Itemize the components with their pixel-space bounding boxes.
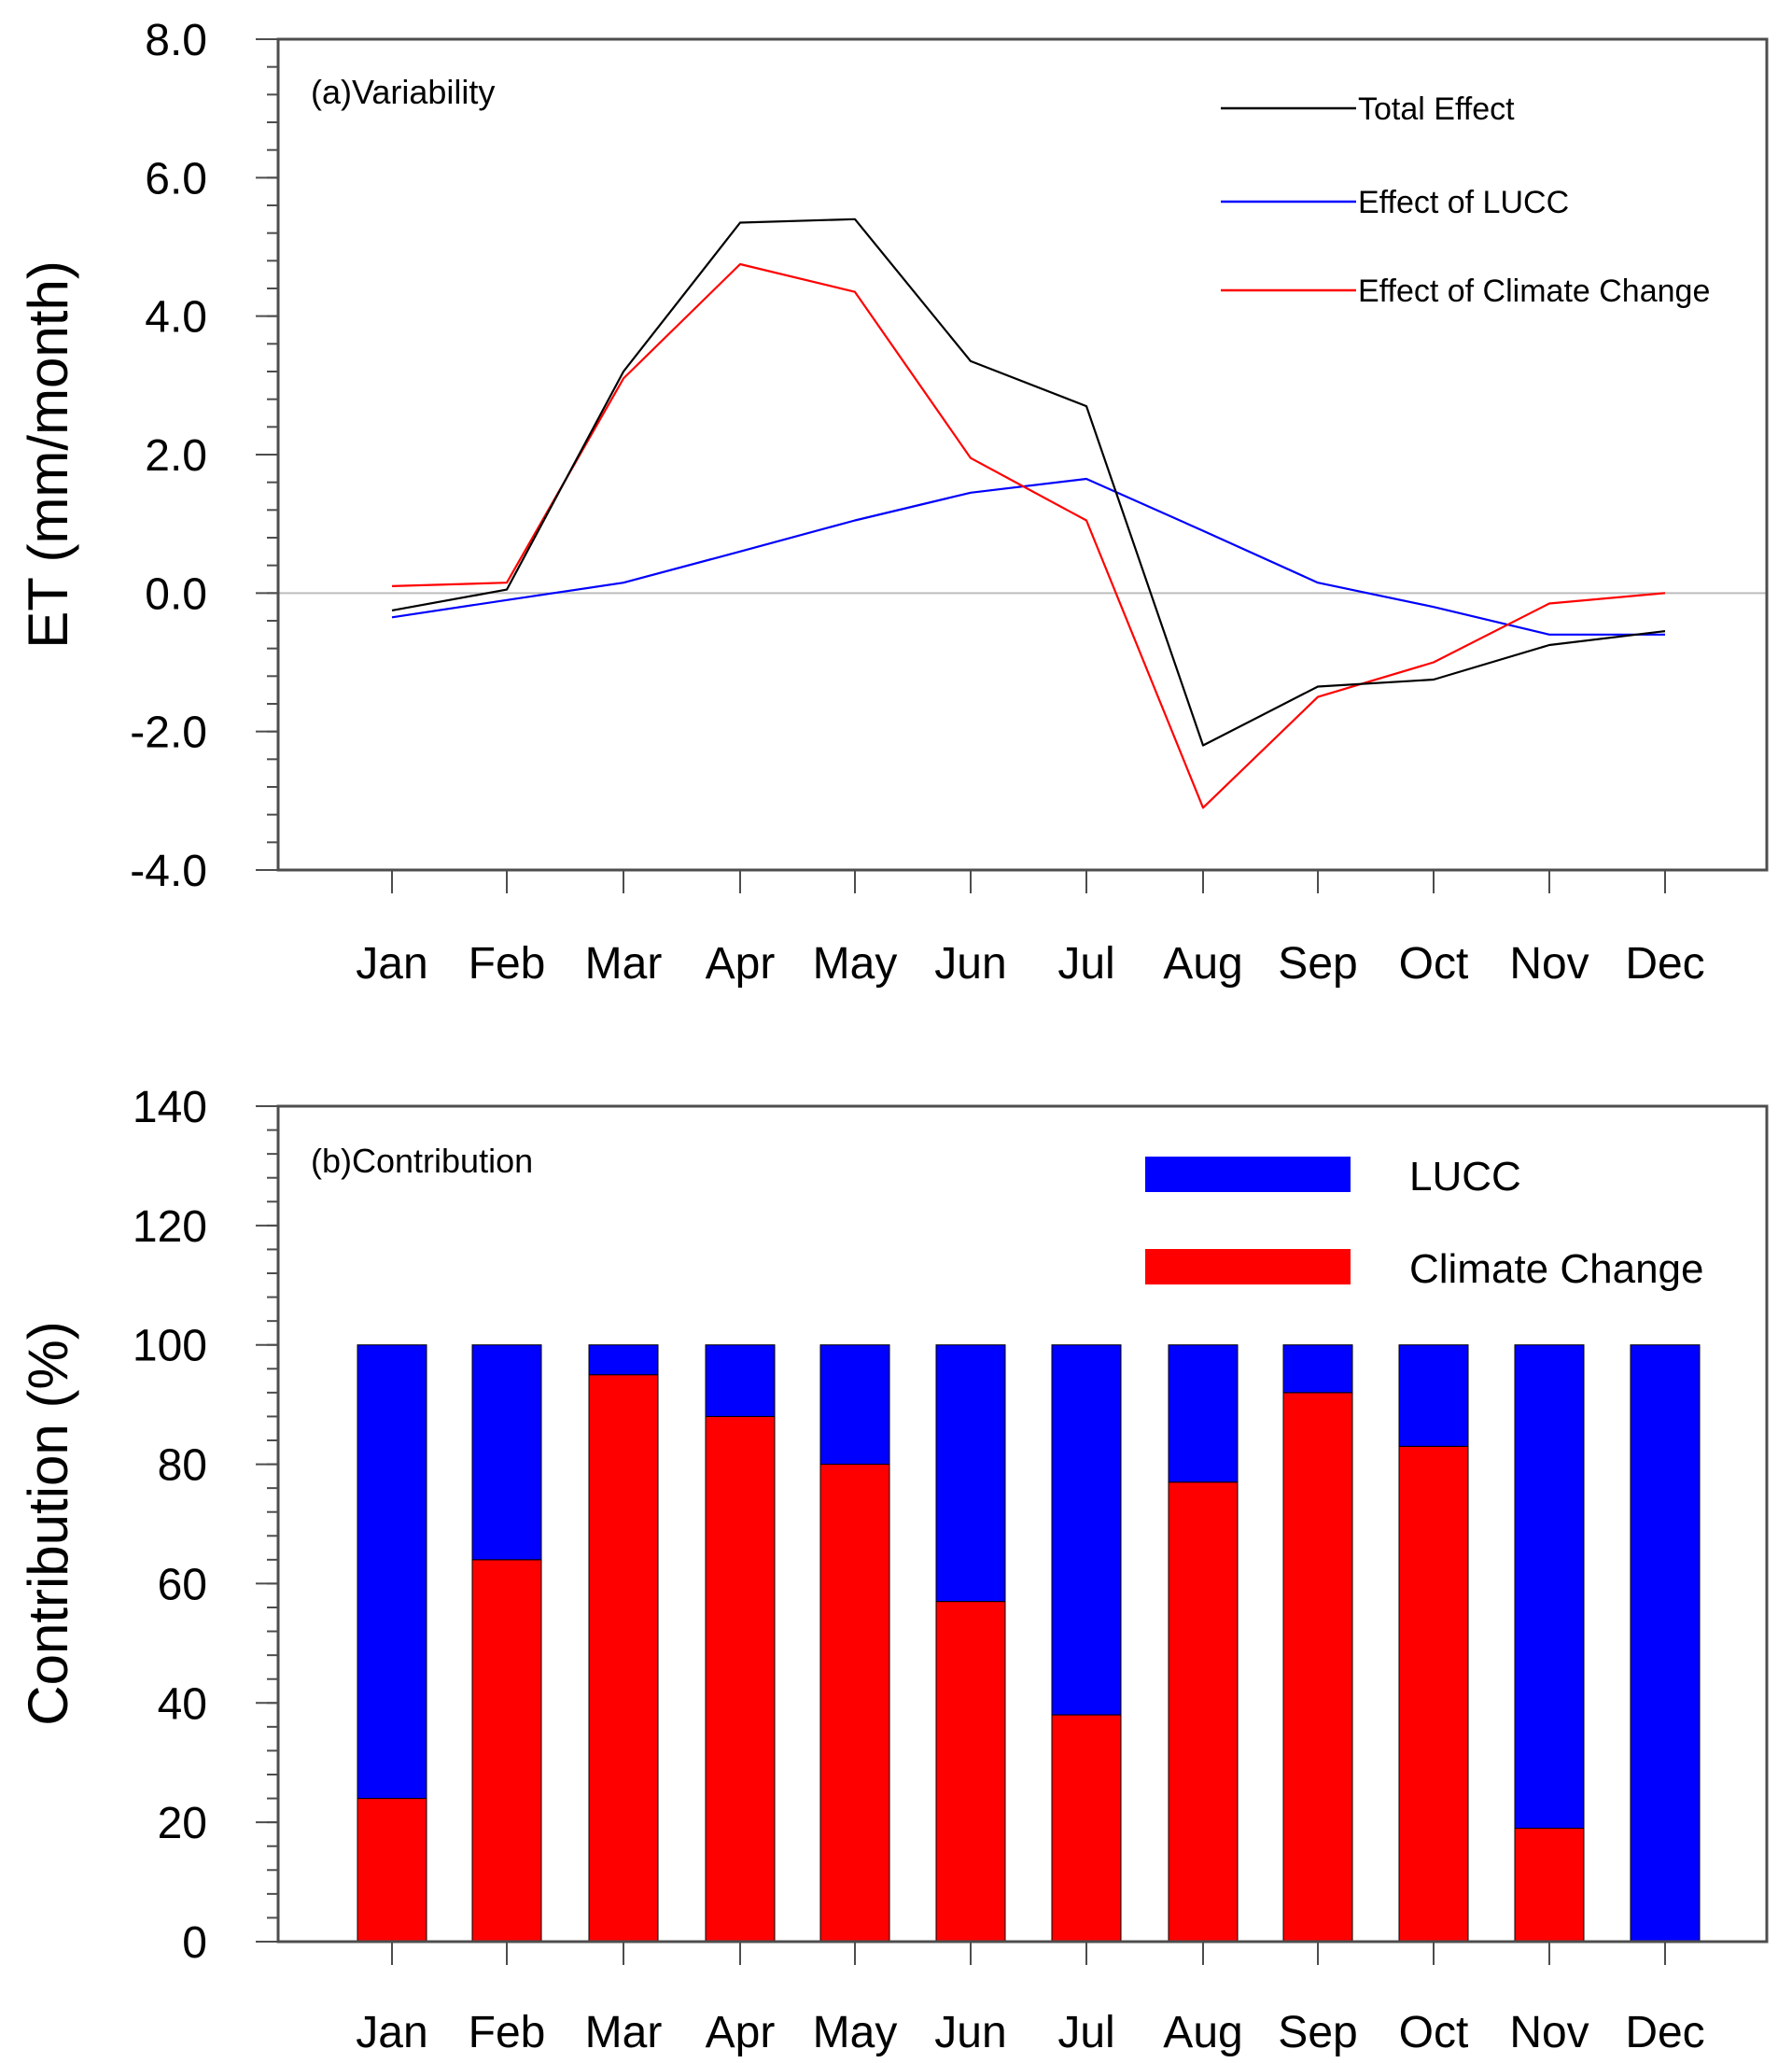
y-tick-label: 40 — [158, 1679, 207, 1729]
x-tick-label: Apr — [706, 939, 776, 989]
x-tick-label: Jul — [1057, 2008, 1114, 2057]
bar-climate-change-mar — [588, 1374, 659, 1943]
x-tick-label: Feb — [469, 939, 546, 989]
x-tick-label: May — [813, 939, 898, 989]
minor-ticks — [267, 1105, 278, 1943]
bar-climate-change-feb — [471, 1559, 542, 1943]
series-line-total-effect — [391, 218, 1666, 747]
y-axis-ticks: 8.0 6.0 4.0 2.0 0.0 -2.0 -4.0 — [130, 16, 278, 896]
panel-title: (b)Contribution — [311, 1142, 533, 1180]
x-tick-label: Mar — [585, 939, 663, 989]
x-tick-label: Jun — [934, 2008, 1006, 2057]
bar-lucc-jun — [935, 1344, 1006, 1603]
bar-lucc-sep — [1282, 1344, 1353, 1394]
y-tick-label: -2.0 — [130, 709, 207, 758]
y-axis-ticks: 140 120 100 80 60 40 20 0 — [133, 1083, 278, 1968]
bar-legend: LUCC Climate Change — [1145, 1154, 1704, 1292]
y-tick-label: 2.0 — [145, 431, 207, 481]
y-tick-label: 60 — [158, 1560, 207, 1609]
x-tick-label: Nov — [1509, 939, 1589, 989]
legend-label-total-effect: Total Effect — [1358, 91, 1515, 127]
bar-climate-change-oct — [1398, 1445, 1469, 1943]
x-tick-label: Aug — [1163, 2008, 1242, 2057]
bar-climate-change-sep — [1282, 1392, 1353, 1943]
y-tick-label: 20 — [158, 1799, 207, 1848]
x-tick-label: Oct — [1399, 939, 1469, 989]
x-tick-label: Jan — [356, 939, 427, 989]
x-tick-label: Jul — [1057, 939, 1114, 989]
y-tick-label: 4.0 — [145, 293, 207, 343]
bar-lucc-mar — [588, 1344, 659, 1376]
bar-climate-change-nov — [1514, 1828, 1585, 1943]
x-tick-label: Sep — [1278, 939, 1357, 989]
line-series — [391, 218, 1666, 809]
line-legend: Total Effect Effect of LUCC Effect of Clim… — [1221, 91, 1710, 309]
y-axis-title: Contribution (%) — [17, 1321, 79, 1726]
bar-climate-change-apr — [705, 1415, 776, 1943]
y-tick-label: -4.0 — [130, 847, 207, 896]
x-tick-label: Jun — [934, 939, 1006, 989]
panel-title: (a)Variability — [311, 73, 495, 111]
x-axis-ticks: Jan Feb Mar Apr May Jun Jul Aug Sep Oct Nov Dec — [356, 870, 1705, 989]
y-tick-label: 0 — [182, 1918, 207, 1968]
y-axis-title: ET (mm/month) — [17, 260, 79, 649]
x-tick-label: Jan — [356, 2008, 427, 2057]
legend-swatch-lucc — [1145, 1157, 1351, 1192]
y-tick-label: 140 — [133, 1083, 207, 1132]
variability-line-chart: 8.06.04.02.00.0-2.0-4.0 Jan Feb Mar Apr May J… — [17, 16, 1769, 989]
bar-climate-change-jan — [357, 1798, 427, 1943]
bar-lucc-jan — [357, 1344, 427, 1800]
legend-label-effect-of-lucc: Effect of LUCC — [1358, 185, 1569, 220]
bar-lucc-oct — [1398, 1344, 1469, 1447]
bar-climate-change-jul — [1051, 1714, 1122, 1943]
x-tick-label: Nov — [1509, 2008, 1589, 2057]
x-tick-label: Oct — [1399, 2008, 1469, 2057]
y-tick-label: 0.0 — [145, 569, 207, 619]
bar-lucc-aug — [1168, 1344, 1239, 1483]
x-tick-label: May — [813, 2008, 898, 2057]
y-tick-label: 80 — [158, 1441, 207, 1491]
x-axis-ticks: Jan Feb Mar Apr May Jun Jul Aug Sep Oct Nov Dec — [356, 1942, 1705, 2057]
series-line-effect-of-lucc — [391, 477, 1665, 636]
bar-lucc-jul — [1051, 1344, 1122, 1716]
y-tick-label: 120 — [133, 1202, 207, 1252]
plot-frame — [276, 37, 1769, 872]
bar-lucc-may — [819, 1344, 890, 1466]
bar-climate-change-may — [819, 1464, 890, 1943]
contribution-bar-chart: 140 120 100 80 60 40 20 0 Jan Feb Mar Apr May Jun Jul… — [17, 1083, 1769, 2057]
x-tick-label: Sep — [1278, 2008, 1357, 2057]
y-tick-label: 100 — [133, 1322, 207, 1371]
bar-climate-change-aug — [1168, 1481, 1239, 1943]
series-line-effect-of-climate-change — [391, 262, 1666, 809]
x-tick-label: Mar — [585, 2008, 663, 2057]
legend-label-lucc: LUCC — [1409, 1154, 1521, 1200]
y-tick-label: 8.0 — [145, 16, 207, 65]
legend-swatch-climate-change — [1145, 1249, 1351, 1284]
x-tick-label: Apr — [706, 2008, 776, 2057]
x-tick-label: Dec — [1625, 2008, 1704, 2057]
stacked-bars — [357, 1344, 1701, 1943]
bar-lucc-apr — [705, 1344, 776, 1417]
x-tick-label: Dec — [1625, 939, 1704, 989]
bar-climate-change-jun — [935, 1601, 1006, 1943]
plot-frame — [276, 1104, 1769, 1944]
x-tick-label: Feb — [469, 2008, 546, 2057]
legend-label-climate-change: Climate Change — [1409, 1246, 1704, 1292]
bar-lucc-dec — [1630, 1344, 1701, 1943]
x-tick-label: Aug — [1163, 939, 1242, 989]
bar-lucc-nov — [1514, 1344, 1585, 1830]
bar-lucc-feb — [471, 1344, 542, 1561]
y-tick-label: 6.0 — [145, 154, 207, 203]
legend-label-effect-of-climate-change: Effect of Climate Change — [1358, 274, 1710, 309]
